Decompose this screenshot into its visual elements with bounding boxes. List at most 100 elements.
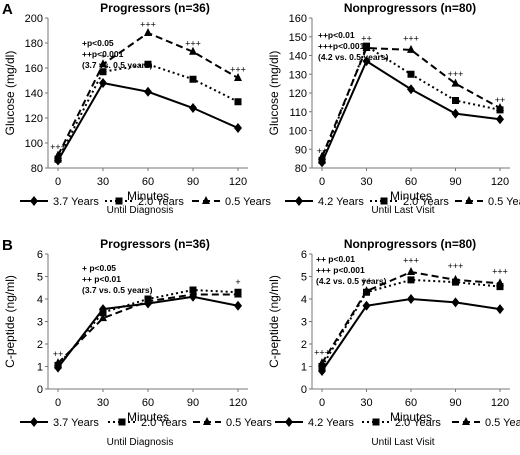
y-tick-label: 90 (295, 144, 307, 156)
significance-mark: +++ (448, 69, 464, 79)
series-3 (318, 267, 504, 367)
significance-mark: +++ (50, 142, 66, 152)
significance-mark: ++ (361, 276, 372, 286)
legend-entry-label: 0.5 Years (488, 196, 520, 208)
data-point (144, 60, 152, 68)
y-tick-label: 150 (289, 32, 307, 44)
x-tick-label: 0 (319, 176, 325, 188)
x-tick-label: 60 (142, 397, 154, 409)
significance-mark: +++ (403, 33, 419, 43)
x-tick-label: 90 (449, 397, 461, 409)
data-point (318, 363, 326, 370)
data-point (189, 75, 197, 83)
data-point (234, 73, 242, 81)
data-point (189, 103, 197, 113)
legend: 3.7 Years 2.0 Years 0.5 Years (20, 417, 272, 429)
x-axis-label: Minutes (127, 189, 169, 203)
series-3 (54, 289, 242, 367)
annotation-line: ++p<0.01 (318, 30, 355, 40)
data-point (496, 283, 504, 291)
data-point (234, 123, 242, 133)
y-tick-label: 140 (25, 88, 43, 100)
y-tick-label: 120 (25, 113, 43, 125)
y-tick-label: 5 (37, 272, 43, 284)
y-tick-label: 1 (37, 362, 43, 374)
annotation-line: (3.7 vs. 0.5 years) (82, 285, 153, 295)
significance-mark: ++ (495, 95, 506, 105)
legend-swatch-marker (30, 417, 38, 427)
data-point (451, 297, 460, 308)
data-point (496, 103, 504, 111)
x-axis-label: Minutes (127, 410, 169, 424)
data-point (362, 300, 371, 311)
annotation-line: ++ p<0.01 (82, 274, 121, 284)
annotation-line: +p<0.05 (82, 38, 114, 48)
y-tick-label: 2 (301, 339, 307, 351)
data-point (234, 300, 242, 311)
x-tick-label: 60 (405, 176, 417, 188)
y-tick-label: 100 (25, 138, 43, 150)
legend-entry-label: 0.5 Years (225, 196, 271, 208)
data-point (496, 278, 504, 287)
data-point (99, 309, 107, 316)
x-tick-label: 0 (55, 397, 61, 409)
y-tick-label: 6 (301, 249, 307, 261)
x-tick-label: 0 (55, 176, 61, 188)
legend-swatch-marker (295, 196, 303, 206)
y-tick-label: 5 (301, 272, 307, 284)
annotation-line: +++p<0.001 (318, 41, 365, 51)
y-tick-label: 140 (289, 51, 307, 63)
legend-entry-label: 4.2 Years (308, 417, 354, 429)
y-tick-label: 160 (289, 13, 307, 25)
legend-caption: Until Diagnosis (107, 205, 174, 216)
data-point (407, 276, 415, 284)
y-tick-label: 180 (25, 38, 43, 50)
legend-swatch-marker (115, 197, 123, 205)
legend: 4.2 Years 2.0 Years 0.5 Years (285, 196, 520, 208)
data-point (451, 78, 460, 87)
annotation-line: ++p<0.001 (82, 49, 124, 59)
chart-title: Progressors (n=36) (100, 1, 210, 15)
series-line (57, 63, 239, 160)
y-tick-label: 4 (301, 294, 307, 306)
y-tick-label: 3 (37, 317, 43, 329)
x-tick-label: 90 (187, 176, 199, 188)
legend-swatch-marker (372, 418, 380, 426)
chart-panel-2: Nonprogressors (n=80) 80 90 100 110 120 130 140… (267, 1, 520, 216)
annotation-line: +++ p<0.001 (316, 265, 365, 275)
legend-entry-label: 2.0 Years (395, 417, 441, 429)
significance-mark: +++ (448, 261, 464, 271)
y-tick-label: 0 (37, 384, 43, 396)
data-point (318, 151, 326, 160)
x-axis-label: Minutes (390, 410, 432, 424)
legend-swatch-marker (380, 197, 388, 205)
y-tick-label: 80 (295, 163, 307, 175)
data-point (99, 78, 107, 88)
x-tick-label: 120 (491, 176, 509, 188)
annotation-line: (4.2 vs. 0.5 years) (318, 52, 389, 62)
legend-entry-label: 4.2 Years (318, 196, 364, 208)
legend-entry-label: 3.7 Years (53, 417, 99, 429)
panel-letter: B (2, 237, 13, 254)
data-point (452, 97, 459, 104)
y-axis-label: C-peptide (ng/ml) (3, 275, 17, 368)
significance-mark: ++ (317, 146, 328, 156)
data-point (54, 155, 62, 163)
y-tick-label: 200 (25, 13, 43, 25)
significance-mark: +++ (185, 38, 201, 48)
data-point (234, 289, 242, 298)
data-point (99, 59, 107, 68)
significance-mark: +++ (403, 255, 419, 265)
y-tick-label: 120 (289, 88, 307, 100)
significance-mark: ++ (53, 349, 64, 359)
data-point (496, 304, 504, 315)
legend-caption: Until Last Visit (371, 205, 434, 216)
chart-panel-1: A Progressors (n=36) 80 100 120 140 160 180 200 0… (2, 1, 271, 216)
legend-swatch-marker (465, 196, 473, 204)
significance-mark: + (235, 277, 240, 287)
data-point (189, 289, 197, 298)
significance-mark: + (100, 51, 105, 61)
